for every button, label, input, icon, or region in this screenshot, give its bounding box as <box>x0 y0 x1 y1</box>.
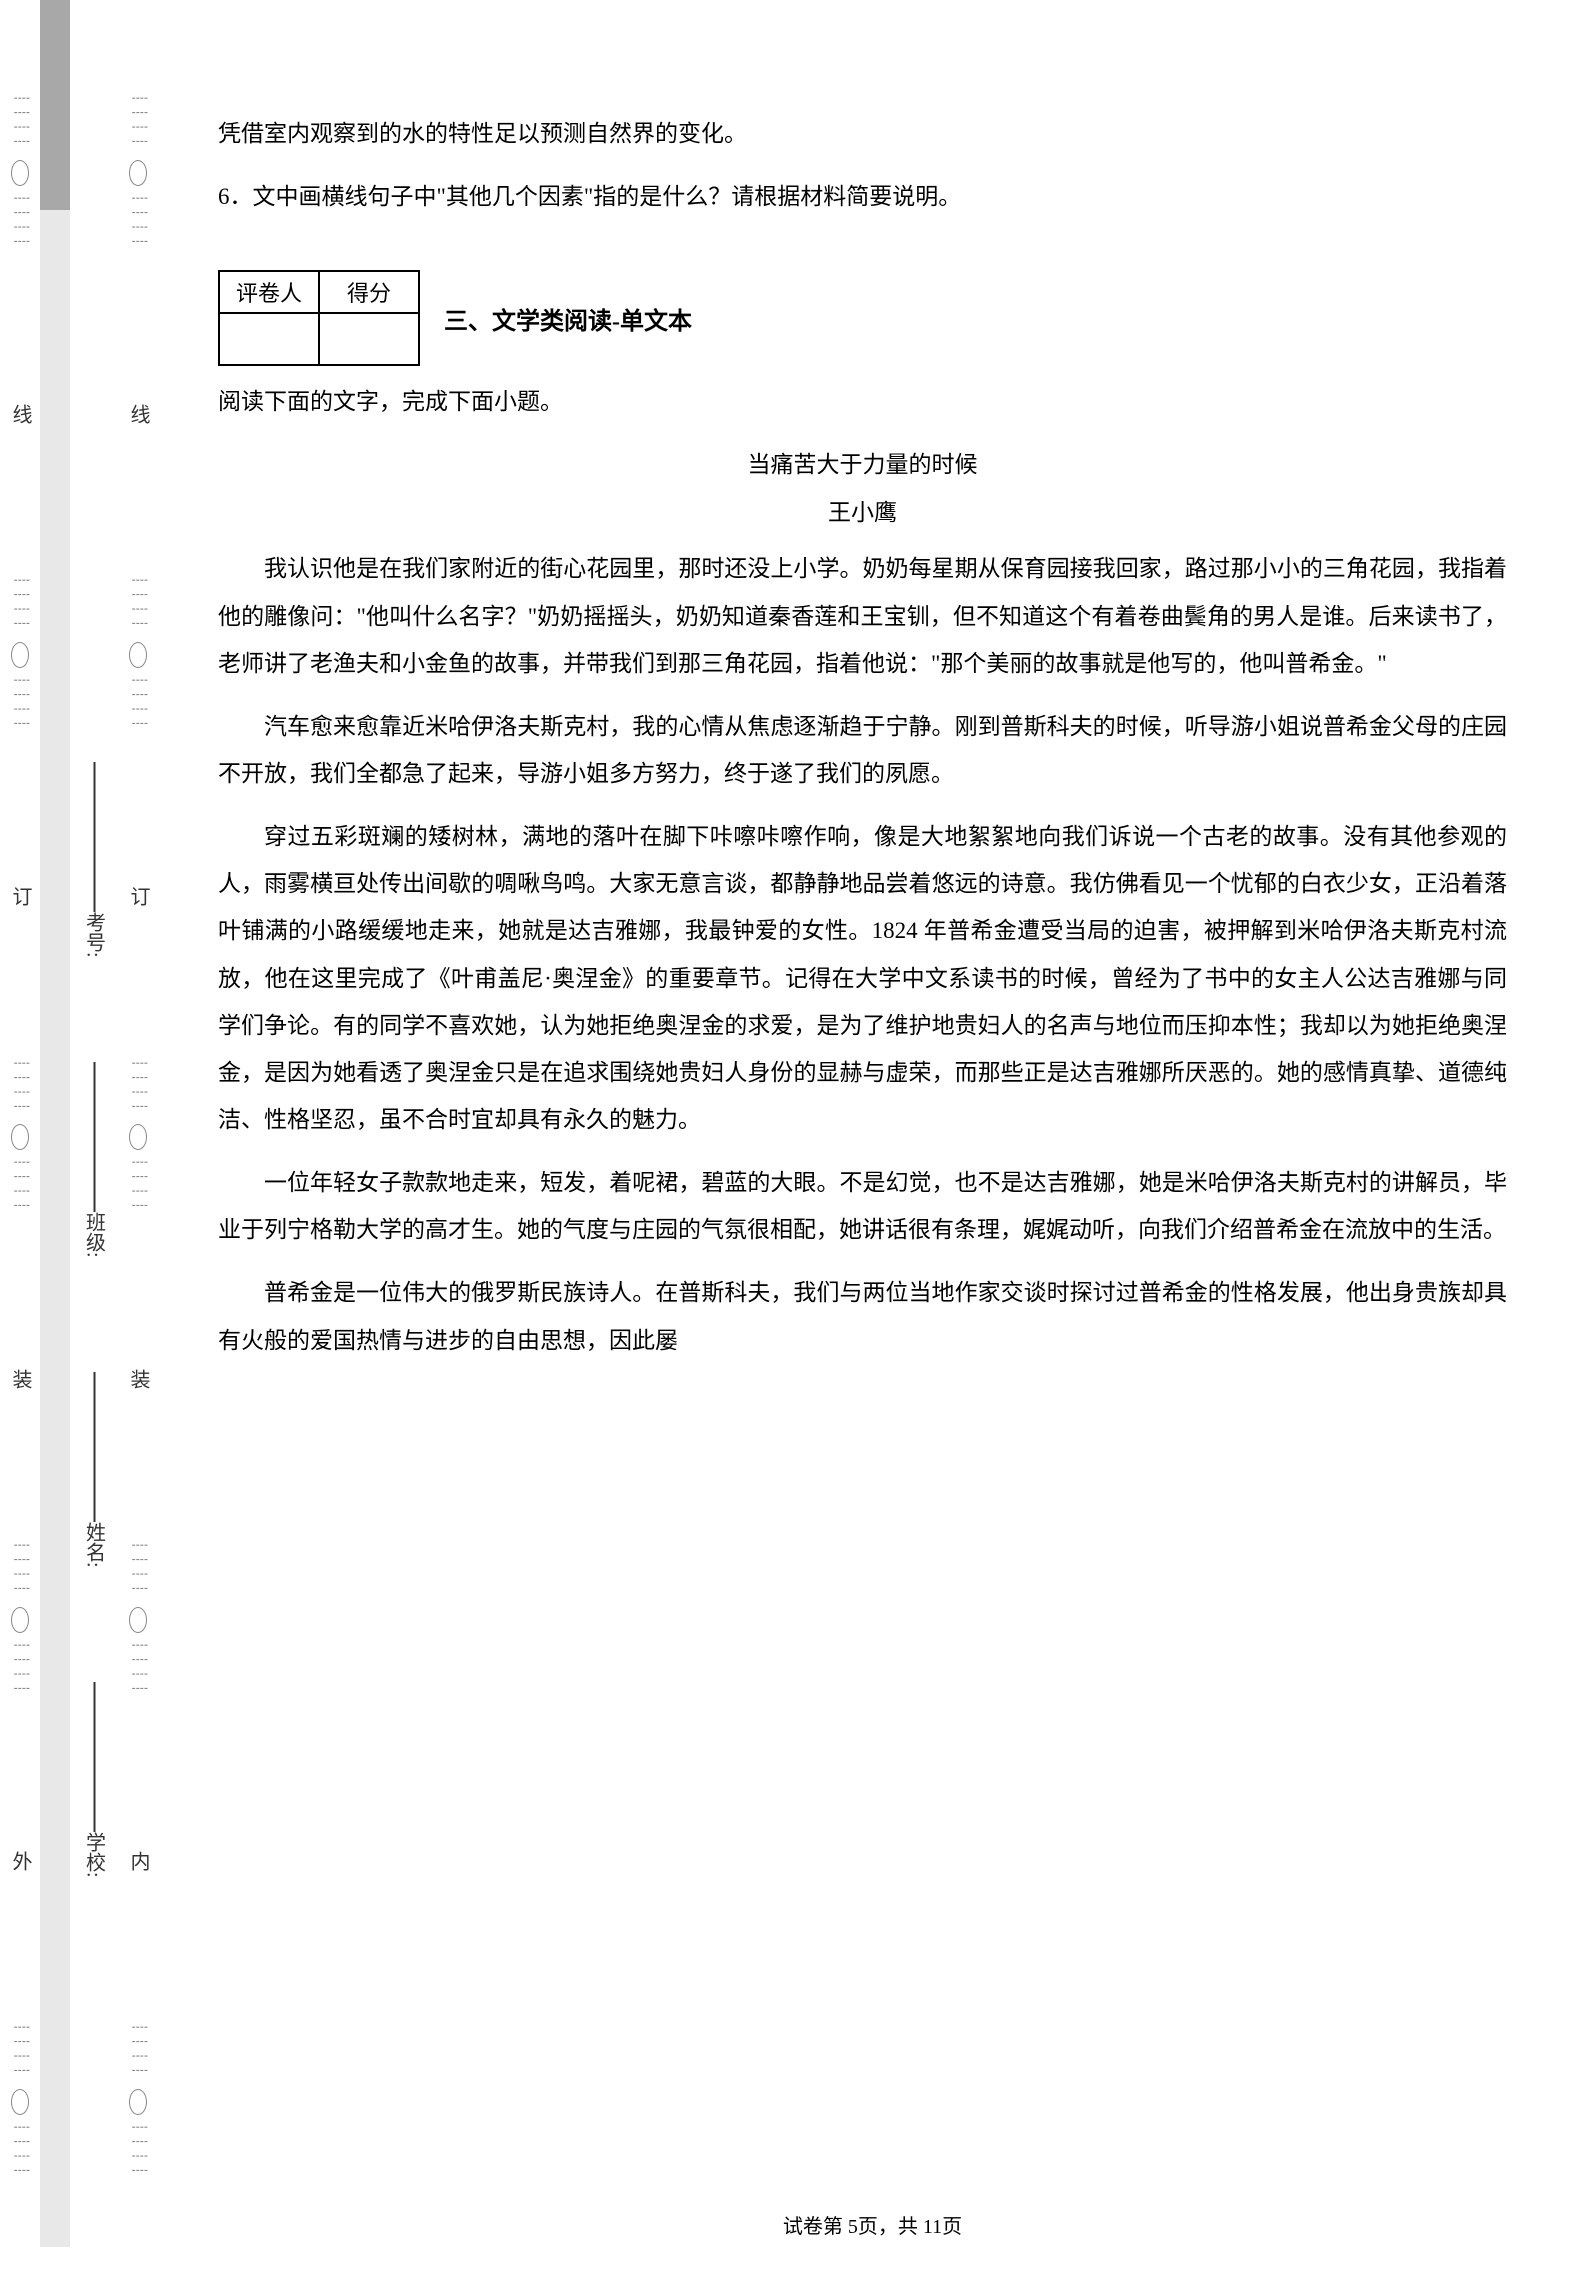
binding-gutter-inner: ┊┊┊┊┊┊┊┊ 线 ┊┊┊┊┊┊┊┊ 订 ┊┊┊┊┊┊┊┊ 装 ┊┊┊┊┊┊┊… <box>118 0 158 2275</box>
score-table: 评卷人 得分 <box>218 270 420 366</box>
label-examno: 考号: <box>80 912 109 958</box>
article-para-5: 普希金是一位伟大的俄罗斯民族诗人。在普斯科夫，我们与两位当地作家交谈时探讨过普希… <box>218 1269 1507 1363</box>
question-6: 6．文中画横线句子中"其他几个因素"指的是什么？请根据材料简要说明。 <box>218 173 1507 220</box>
reading-lead: 阅读下面的文字，完成下面小题。 <box>218 378 1507 425</box>
label-name: 姓名: <box>80 1522 109 1568</box>
main-content: 凭借室内观察到的水的特性足以预测自然界的变化。 6．文中画横线句子中"其他几个因… <box>158 0 1587 2275</box>
score-cell-score[interactable] <box>319 313 419 365</box>
section-title: 三、文学类阅读-单文本 <box>444 301 692 336</box>
gutter-mark-zhuang: 装 <box>10 1365 30 1393</box>
gutter-mark-ding: 订 <box>10 882 30 910</box>
gutter-mark-nei: 内 <box>128 1847 148 1875</box>
article-para-1: 我认识他是在我们家附近的街心花园里，那时还没上小学。奶奶每星期从保育园接我回家，… <box>218 545 1507 686</box>
article-title: 当痛苦大于力量的时候 <box>218 445 1507 479</box>
article-author: 王小鹰 <box>218 493 1507 527</box>
label-class: 班级: <box>80 1212 109 1258</box>
score-header-grader: 评卷人 <box>219 271 319 313</box>
gutter-mark-zhuang2: 装 <box>128 1365 148 1393</box>
article-para-4: 一位年轻女子款款地走来，短发，着呢裙，碧蓝的大眼。不是幻觉，也不是达吉雅娜，她是… <box>218 1159 1507 1253</box>
binding-gray-strip <box>40 0 70 2275</box>
article-para-2: 汽车愈来愈靠近米哈伊洛夫斯克村，我的心情从焦虑逐渐趋于宁静。刚到普斯科夫的时候，… <box>218 703 1507 797</box>
student-info-column: 学校: 姓名: 班级: 考号: <box>70 0 118 2275</box>
binding-gutter-outer: ┊┊┊┊┊┊┊┊ 线 ┊┊┊┊┊┊┊┊ 订 ┊┊┊┊┊┊┊┊ 装 ┊┊┊┊┊┊┊… <box>0 0 40 2275</box>
article-para-3: 穿过五彩斑斓的矮树林，满地的落叶在脚下咔嚓咔嚓作响，像是大地絮絮地向我们诉说一个… <box>218 813 1507 1143</box>
score-header-score: 得分 <box>319 271 419 313</box>
score-cell-grader[interactable] <box>219 313 319 365</box>
gutter-mark-wai: 外 <box>10 1847 30 1875</box>
gutter-mark-ding2: 订 <box>128 882 148 910</box>
carryover-line: 凭借室内观察到的水的特性足以预测自然界的变化。 <box>218 110 1507 157</box>
label-school: 学校: <box>80 1832 109 1878</box>
section-header-row: 评卷人 得分 三、文学类阅读-单文本 <box>218 270 1507 366</box>
gutter-mark-xian: 线 <box>10 400 30 428</box>
page-footer: 试卷第 5页，共 11页 <box>158 2210 1587 2239</box>
gutter-mark-xian2: 线 <box>128 400 148 428</box>
